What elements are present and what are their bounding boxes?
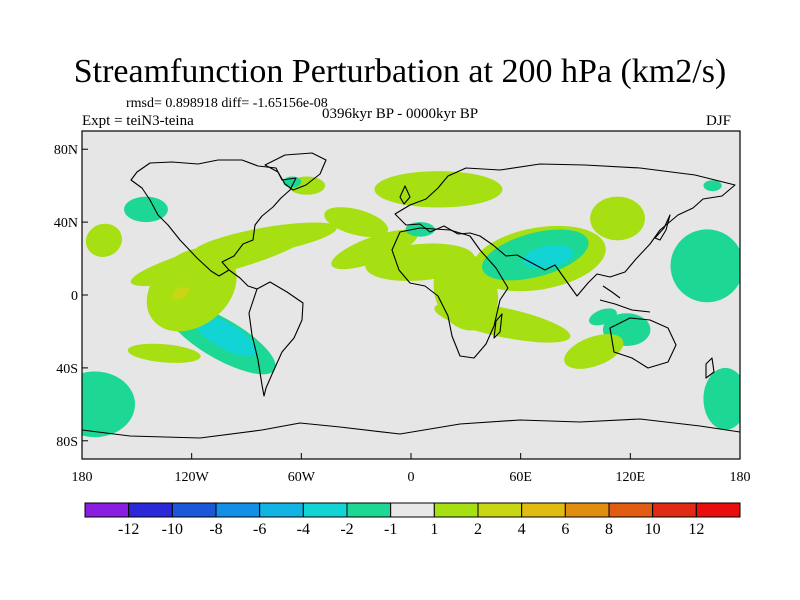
coast-uk: [399, 185, 411, 205]
colorbar-box-2: [171, 502, 217, 518]
colorbar-box-7: [390, 502, 435, 518]
colorbar-box-14: [695, 502, 741, 518]
perturbation-region-1: [192, 313, 257, 357]
perturbation-region-6: [85, 223, 123, 257]
colorbar-box-1: [128, 502, 173, 518]
colorbar-label-12: 10: [645, 521, 661, 538]
x-axis: 180 120W 60W 0 60E 120E 180: [72, 453, 751, 485]
y-axis: 80N 40N 0 40S 80S: [54, 143, 88, 450]
coast-north-america: [130, 159, 297, 277]
x-tick-label-4: 60E: [509, 470, 532, 485]
colorbar-label-7: 1: [430, 521, 438, 538]
perturbation-region-28: [703, 180, 722, 192]
perturbation-region-8: [82, 371, 135, 438]
coast-central-america: [228, 269, 258, 290]
colorbar-label-4: -4: [297, 521, 310, 538]
coast-eurasia: [394, 163, 736, 297]
colorbar-label-8: 2: [474, 521, 482, 538]
colorbar-label-11: 8: [605, 521, 613, 538]
perturbation-region-3: [172, 286, 190, 300]
coast-south-america: [248, 281, 304, 397]
x-tick-label-1: 120W: [175, 470, 210, 485]
coastlines: [82, 152, 740, 439]
coast-new-zealand: [705, 357, 715, 379]
colorbar-box-5: [302, 502, 348, 518]
x-tick-label-6: 180: [730, 470, 751, 485]
perturbation-region-26: [670, 229, 740, 303]
y-tick-label-2: 0: [71, 289, 78, 304]
perturbation-region-7: [124, 196, 168, 223]
y-tick-label-1: 40N: [54, 216, 78, 231]
x-tick-label-5: 120E: [616, 470, 646, 485]
colorbar: -12 -10 -8 -6 -4 -2 -1 1 2 4 6 8 10 12: [84, 502, 741, 538]
colorbar-label-5: -2: [340, 521, 353, 538]
perturbation-region-18: [405, 222, 435, 237]
colorbar-box-3: [215, 502, 261, 518]
colorbar-box-9: [477, 502, 523, 518]
coast-australia: [609, 317, 677, 369]
colorbar-label-13: 12: [688, 521, 704, 538]
colorbar-box-12: [608, 502, 654, 518]
coast-indonesia: [599, 285, 651, 313]
colorbar-box-8: [433, 502, 479, 518]
colorbar-label-3: -6: [253, 521, 266, 538]
coast-greenland: [264, 152, 327, 191]
x-tick-label-2: 60W: [288, 470, 316, 485]
colorbar-box-0: [84, 502, 130, 518]
perturbation-region-17: [374, 171, 503, 208]
coast-japan: [654, 214, 671, 241]
perturbation-region-21: [522, 245, 574, 269]
perturbation-regions: [82, 171, 740, 438]
season-label: DJF: [706, 113, 732, 129]
x-tick-label-0: 180: [72, 470, 93, 485]
period-label: 0396kyr BP - 0000kyr BP: [322, 106, 479, 122]
coast-africa: [391, 227, 509, 359]
y-tick-label-4: 80S: [56, 435, 78, 450]
experiment-label: Expt = teiN3-teina: [82, 113, 194, 129]
coast-antarctica: [82, 418, 740, 439]
perturbation-region-12: [324, 207, 389, 238]
colorbar-box-11: [564, 502, 610, 518]
colorbar-label-10: 6: [561, 521, 569, 538]
y-tick-label-0: 80N: [54, 143, 78, 158]
colorbar-box-6: [346, 502, 392, 518]
perturbation-region-16: [434, 302, 571, 343]
perturbation-region-27: [703, 367, 740, 430]
perturbation-region-25: [564, 334, 624, 369]
colorbar-label-6: -1: [384, 521, 397, 538]
perturbation-region-5: [192, 222, 337, 259]
colorbar-box-10: [521, 502, 566, 518]
colorbar-label-0: -12: [118, 521, 139, 538]
chart-title: Streamfunction Perturbation at 200 hPa (…: [73, 53, 727, 90]
y-tick-label-3: 40S: [56, 362, 78, 377]
colorbar-label-1: -10: [162, 521, 183, 538]
stats-text: rmsd= 0.898918 diff= -1.65156e-08: [126, 96, 328, 111]
colorbar-label-2: -8: [209, 521, 222, 538]
perturbation-region-9: [127, 343, 201, 363]
perturbation-region-22: [590, 196, 645, 241]
colorbar-label-9: 4: [518, 521, 526, 538]
colorbar-box-4: [259, 502, 304, 518]
x-tick-label-3: 0: [408, 470, 415, 485]
colorbar-box-13: [652, 502, 697, 518]
coast-madagascar: [493, 313, 503, 339]
